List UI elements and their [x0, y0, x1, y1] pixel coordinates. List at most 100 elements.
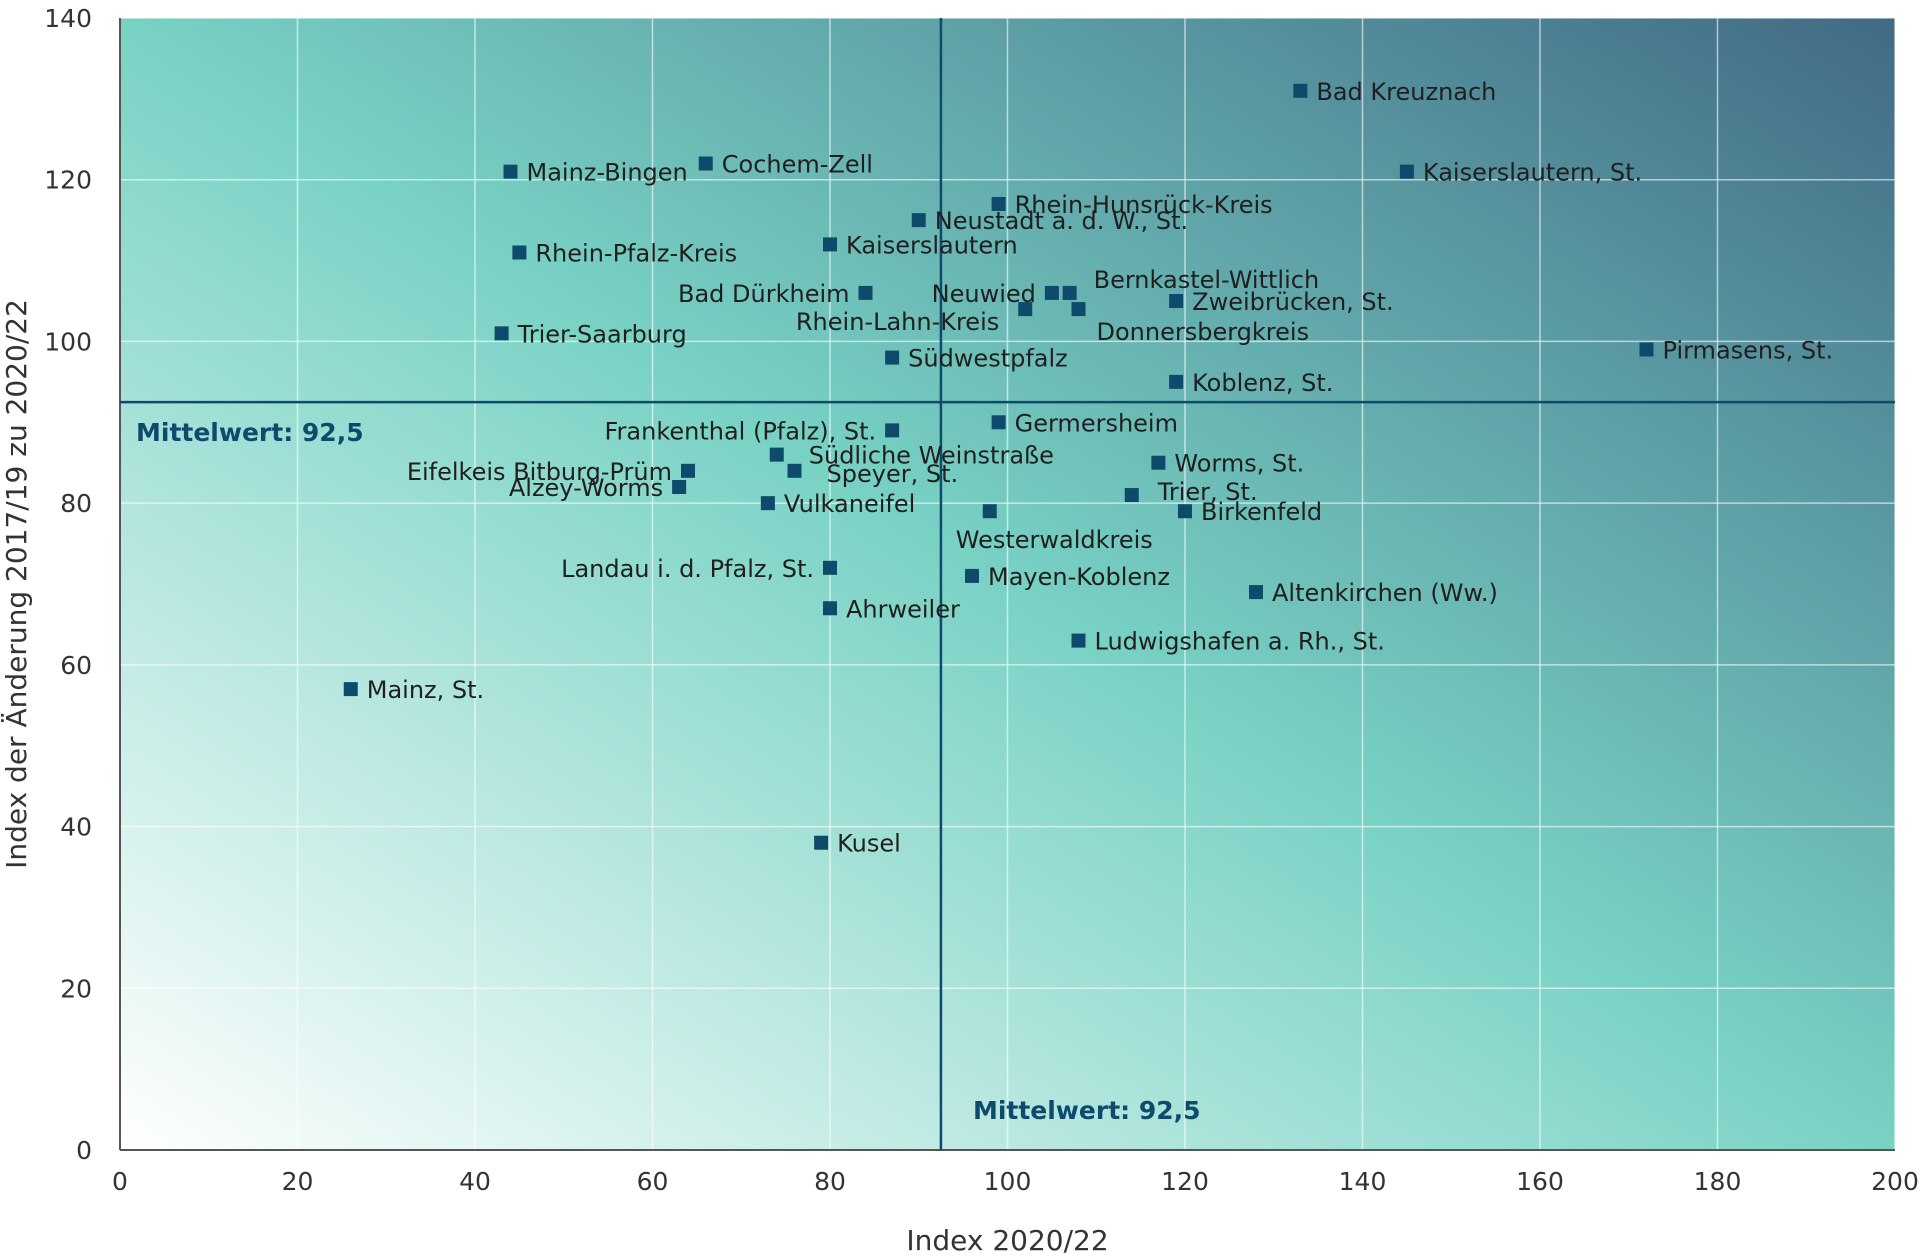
- point-label: Ahrweiler: [846, 595, 960, 623]
- point-label: Zweibrücken, St.: [1192, 288, 1394, 316]
- point-label: Neustadt a. d. W., St.: [935, 207, 1188, 235]
- point-label: Kusel: [837, 830, 901, 858]
- data-point: [982, 504, 997, 519]
- data-point: [787, 463, 802, 478]
- x-tick-label: 200: [1871, 1167, 1919, 1196]
- point-label: Altenkirchen (Ww.): [1272, 579, 1498, 607]
- point-label: Worms, St.: [1174, 450, 1304, 478]
- data-point: [823, 601, 837, 616]
- point-label: Mainz, St.: [367, 676, 484, 704]
- y-tick-label: 120: [44, 166, 92, 195]
- point-label: Cochem-Zell: [722, 151, 873, 179]
- data-point: [1178, 504, 1192, 519]
- point-label: Trier, St.: [1157, 478, 1258, 506]
- y-tick-label: 140: [44, 4, 92, 33]
- data-point: [1071, 302, 1086, 317]
- data-point: [503, 164, 518, 179]
- data-point: [681, 463, 695, 478]
- data-point: [1018, 302, 1033, 317]
- point-label: Kaiserslautern, St.: [1423, 159, 1642, 187]
- point-label: Südwestpfalz: [908, 345, 1068, 373]
- point-label: Vulkaneifel: [784, 490, 915, 518]
- tick-labels: 0 20 40 60 80 100 120 140 160 180 200 0 20 40 60 80 100 1…: [44, 4, 1919, 1196]
- point-label: Mayen-Koblenz: [988, 563, 1170, 591]
- data-point: [911, 213, 926, 228]
- point-label: Ludwigshafen a. Rh., St.: [1095, 628, 1385, 656]
- data-point: [494, 326, 509, 341]
- data-point: [1151, 455, 1166, 470]
- point-label: Koblenz, St.: [1192, 369, 1333, 397]
- data-point: [1062, 285, 1077, 300]
- axes: [119, 18, 1895, 1151]
- y-tick-label: 60: [60, 651, 92, 680]
- data-point: [1399, 164, 1414, 179]
- point-label: Germersheim: [1015, 409, 1178, 437]
- point-label: Südliche Weinstraße: [809, 442, 1054, 470]
- point-label: Bad Kreuznach: [1316, 78, 1496, 106]
- point-label: Frankenthal (Pfalz), St.: [604, 417, 876, 445]
- data-point: [823, 560, 837, 575]
- mean-lines: Mittelwert: 92,5 Mittelwert: 92,5: [120, 18, 1895, 1150]
- point-label: Mainz-Bingen: [527, 159, 688, 187]
- x-tick-label: 120: [1161, 1167, 1209, 1196]
- point-label: Pirmasens, St.: [1663, 337, 1834, 365]
- x-tick-label: 20: [282, 1167, 314, 1196]
- y-tick-label: 0: [76, 1136, 92, 1165]
- x-tick-label: 0: [112, 1167, 128, 1196]
- point-label: Rhein-Lahn-Kreis: [796, 308, 999, 336]
- point-label: Bad Dürkheim: [678, 280, 850, 308]
- data-point: [698, 156, 713, 171]
- data-point: [1071, 633, 1086, 648]
- point-label: Kaiserslautern: [846, 231, 1018, 259]
- point-label: Birkenfeld: [1201, 498, 1322, 526]
- data-point: [769, 447, 784, 462]
- x-axis-title: Index 2020/22: [906, 1224, 1108, 1257]
- x-tick-label: 160: [1516, 1167, 1564, 1196]
- point-label: Trier-Saarburg: [517, 320, 687, 348]
- data-point: [512, 245, 527, 260]
- grid-lines: [120, 17, 1896, 1150]
- point-label: Donnersbergkreis: [1097, 318, 1310, 346]
- point-label: Rhein-Pfalz-Kreis: [535, 239, 737, 267]
- data-point: [1249, 585, 1263, 600]
- point-label: Landau i. d. Pfalz, St.: [561, 555, 814, 583]
- data-point: [672, 479, 687, 494]
- data-point: [823, 237, 837, 252]
- data-point: [885, 350, 900, 365]
- data-point: [814, 835, 829, 850]
- y-axis-title: Index der Änderung 2017/19 zu 2020/22: [0, 299, 33, 869]
- x-tick-label: 80: [814, 1167, 846, 1196]
- mean-label-horizontal: Mittelwert: 92,5: [136, 418, 364, 447]
- point-label: Rhein-Hunsrück-Kreis: [1015, 191, 1273, 219]
- data-point: [760, 496, 775, 511]
- point-label: Eifelkeis Bitburg-Prüm: [407, 458, 672, 486]
- data-point: [991, 415, 1006, 430]
- y-tick-label: 40: [60, 813, 92, 842]
- data-point: [1169, 374, 1184, 389]
- data-points: Bad Kreuznach Kaiserslautern, St. Mainz-Bi…: [343, 78, 1834, 858]
- point-label: Alzey-Worms: [509, 474, 663, 502]
- data-point: [858, 285, 873, 300]
- y-tick-label: 100: [44, 327, 92, 356]
- data-point: [1124, 488, 1139, 503]
- x-tick-label: 40: [459, 1167, 491, 1196]
- x-tick-label: 140: [1339, 1167, 1387, 1196]
- data-point: [1044, 285, 1059, 300]
- mean-label-vertical: Mittelwert: 92,5: [973, 1096, 1201, 1125]
- data-point: [965, 568, 979, 583]
- point-label: Bernkastel-Wittlich: [1094, 266, 1320, 294]
- point-label: Westerwaldkreis: [956, 526, 1153, 554]
- x-tick-label: 100: [984, 1167, 1032, 1196]
- data-point: [991, 196, 1006, 211]
- point-label: Speyer, St.: [827, 460, 959, 488]
- y-tick-label: 20: [60, 974, 92, 1003]
- y-tick-label: 80: [60, 489, 92, 518]
- data-point: [1169, 294, 1184, 308]
- x-tick-label: 180: [1694, 1167, 1742, 1196]
- data-point: [1639, 342, 1654, 357]
- data-point: [1293, 83, 1308, 98]
- data-point: [885, 423, 900, 438]
- x-tick-label: 60: [637, 1167, 669, 1196]
- data-point: [343, 682, 358, 697]
